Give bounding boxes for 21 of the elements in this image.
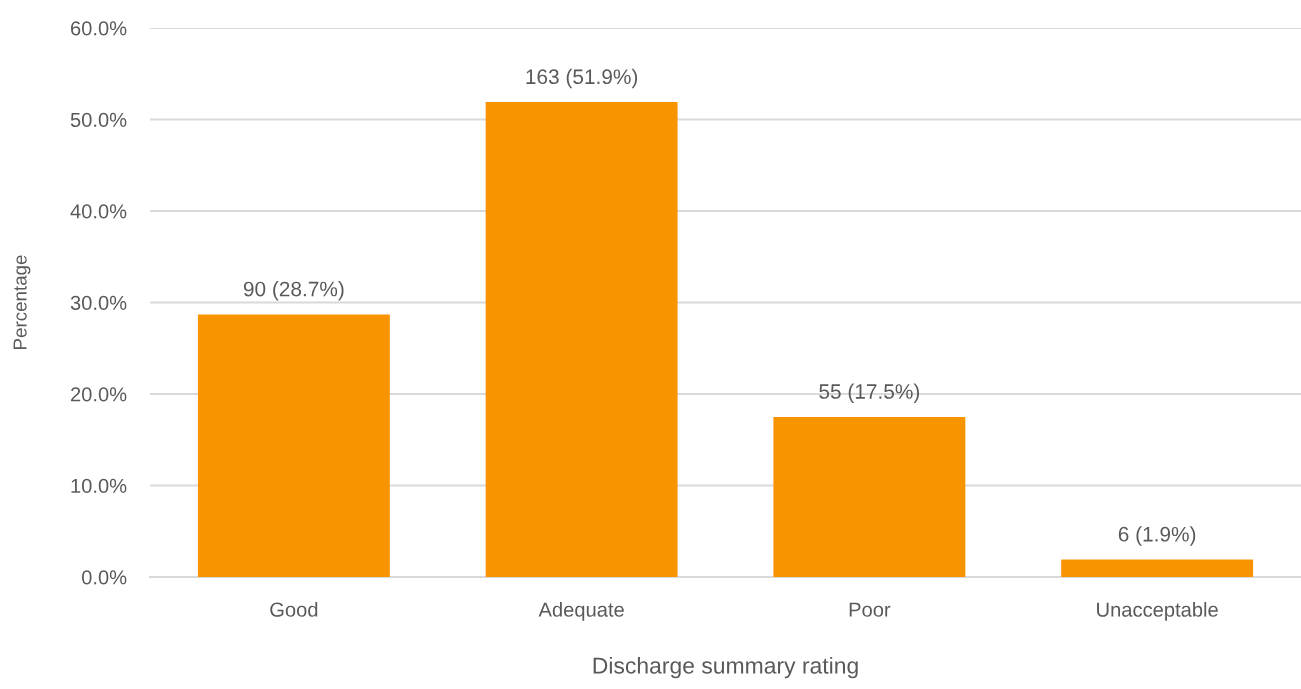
y-axis-title: Percentage bbox=[13, 255, 31, 349]
data-label: 163 (51.9%) bbox=[526, 68, 638, 89]
y-tick-label: 30.0% bbox=[70, 295, 127, 310]
data-label: 55 (17.5%) bbox=[819, 383, 920, 403]
data-label: 90 (28.7%) bbox=[243, 281, 344, 301]
x-tick-label: Good bbox=[270, 602, 318, 617]
data-label: 6 (1.9%) bbox=[1118, 526, 1196, 546]
bar bbox=[773, 416, 966, 577]
bar bbox=[1061, 559, 1254, 577]
y-tick-label: 50.0% bbox=[70, 112, 127, 127]
y-tick-label: 60.0% bbox=[71, 21, 127, 36]
y-tick-label: 20.0% bbox=[71, 387, 127, 402]
x-tick-label: Adequate bbox=[538, 602, 624, 621]
x-axis-title: Discharge summary rating bbox=[593, 656, 858, 679]
y-tick-label: 40.0% bbox=[70, 204, 127, 219]
bar bbox=[197, 314, 390, 577]
x-tick-label: Unacceptable bbox=[1097, 602, 1218, 621]
y-tick-label: 0.0% bbox=[81, 570, 127, 585]
x-tick-label: Poor bbox=[849, 602, 891, 617]
bar bbox=[485, 102, 678, 577]
y-tick-label: 10.0% bbox=[71, 478, 127, 493]
